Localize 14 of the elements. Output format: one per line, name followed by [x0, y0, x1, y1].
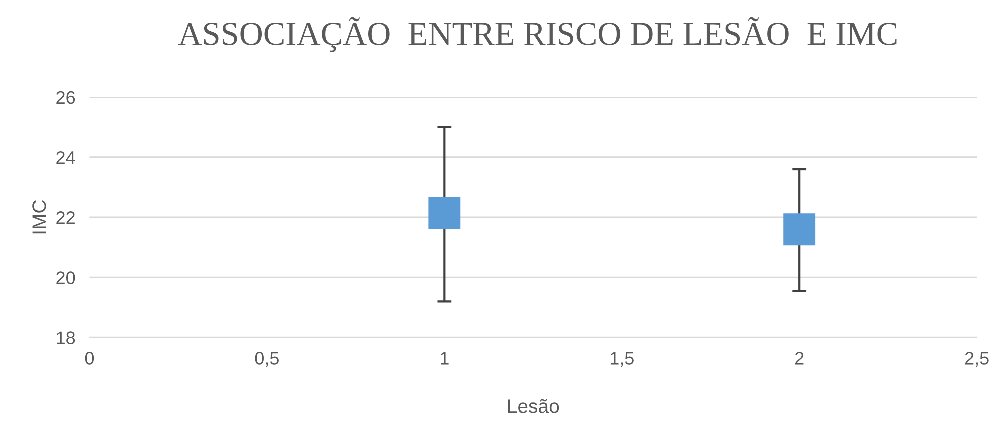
x-tick-label: 1,5 — [610, 352, 634, 368]
x-tick-label: 0 — [85, 352, 94, 365]
y-axis-title: IMC — [32, 200, 46, 234]
x-axis-title: Lesão — [508, 399, 560, 414]
x-tick-label: 0,5 — [255, 352, 279, 368]
x-tick-label: 2 — [795, 352, 804, 365]
x-tick-label: 2,5 — [965, 352, 989, 368]
y-tick-label: 24 — [56, 151, 76, 164]
y-tick-label: 22 — [56, 212, 75, 224]
y-tick-label: 20 — [56, 272, 76, 284]
chart-title: ASSOCIAÇÃO ENTRE RISCO DE LESÃO E IMC — [178, 17, 897, 52]
x-tick-label: 1 — [441, 352, 449, 365]
y-tick-label: 18 — [57, 332, 76, 344]
y-tick-label: 26 — [56, 91, 76, 104]
